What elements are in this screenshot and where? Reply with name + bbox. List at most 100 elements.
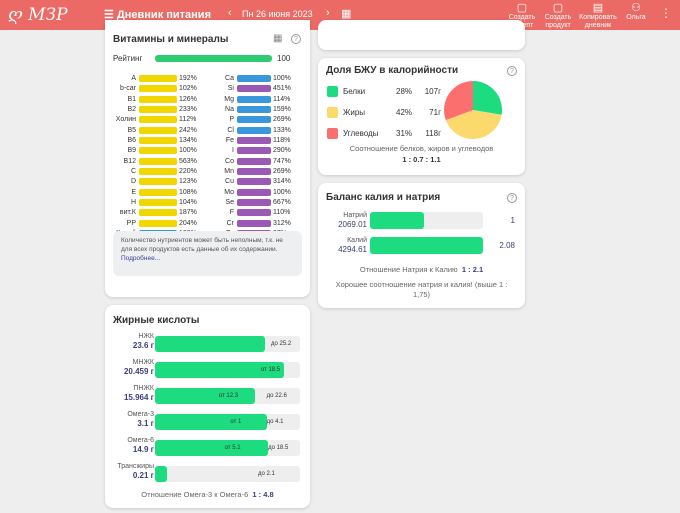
mineral-value: 2069.01	[338, 220, 367, 229]
nutrient-percent: 192%	[179, 75, 197, 82]
more-icon[interactable]: ⋮	[660, 6, 672, 20]
action-label: Копировать дневник	[579, 14, 617, 29]
nutrient-name: вит.К	[119, 209, 136, 217]
nutrient-percent: 100%	[273, 75, 291, 82]
help-icon[interactable]: ?	[507, 66, 517, 76]
legend-percent: 28%	[396, 87, 413, 96]
recipe-icon: ▢	[516, 2, 528, 14]
mineral-track	[370, 212, 483, 229]
menu-button[interactable]: ☰ Дневник питания	[104, 8, 211, 21]
omega-ratio-label: Отношение Омега-3 к Омега-6	[141, 490, 249, 499]
fatty-acids-title: Жирные кислоты	[113, 315, 200, 326]
fatty-acid-fill	[155, 388, 256, 404]
nutrient-bar	[237, 209, 271, 217]
nutrient-bar	[237, 85, 271, 93]
fatty-acid-track: до 25.2	[155, 336, 300, 352]
fatty-acid-name: МНЖК	[132, 359, 154, 366]
omega-ratio-value: 1 : 4.8	[252, 490, 274, 499]
fatty-acid-name: Омега-3	[127, 411, 154, 418]
legend-swatch	[327, 86, 338, 97]
fatty-acid-fill	[155, 440, 269, 456]
calendar-icon[interactable]: ▦	[341, 8, 352, 20]
action-label: Ольга	[626, 14, 646, 21]
norm-marker: до 18.5	[268, 445, 289, 451]
fatty-acid-row: Омега-3 3.1 г от 1 до 4.1	[105, 411, 310, 433]
nutrient-name: Se	[225, 198, 234, 206]
nutrient-name: Cl	[227, 126, 234, 134]
fatty-acid-row: МНЖК 20.459 г от 18.5	[105, 359, 310, 381]
norm-marker: от 1	[230, 419, 242, 425]
mineral-ratio: 2.08	[499, 241, 515, 250]
nutrient-percent: 563%	[179, 157, 197, 165]
hamburger-icon: ☰	[104, 9, 117, 21]
nutrient-name: Cu	[225, 178, 234, 186]
fatty-acid-row: Трансжиры 0.21 г до 2.1	[105, 463, 310, 485]
nutrient-name: F	[229, 209, 234, 217]
nutrient-bar	[139, 95, 177, 103]
info-note: Количество нутриентов может быть неполны…	[113, 231, 302, 276]
help-icon[interactable]: ?	[291, 34, 301, 44]
norm-marker: до 2.1	[257, 471, 275, 477]
fatty-acid-value: 3.1 г	[137, 419, 154, 428]
user-button[interactable]: ⚇ Ольга	[622, 2, 650, 22]
nutrient-bar	[139, 157, 177, 165]
fatty-acid-track: от 5.1 до 18.5	[155, 440, 300, 456]
bju-ratio-label: Соотношение белков, жиров и углеводов	[349, 144, 494, 153]
nutrient-name: C	[130, 167, 136, 175]
legend-grams: 71г	[429, 108, 441, 117]
next-day-button[interactable]: ›	[326, 7, 330, 19]
vitamins-card: Витамины и минералы ▦ ? Рейтинг 100 A 192…	[105, 20, 310, 297]
nutrient-name: B9	[127, 147, 136, 155]
pie-slice	[445, 110, 502, 139]
nutrient-percent: 220%	[179, 167, 197, 175]
rating-bar	[155, 55, 272, 62]
norm-marker: от 5.1	[224, 445, 241, 451]
mineral-value: 4294.61	[338, 245, 367, 254]
fatty-acid-row: Омега-6 14.9 г от 5.1 до 18.5	[105, 437, 310, 459]
rating-value: 100	[277, 54, 291, 63]
nutrient-percent: 118%	[273, 136, 291, 144]
page-title: Дневник питания	[116, 9, 211, 21]
action-label: Создать продукт	[544, 14, 572, 29]
norm-marker: от 18.5	[260, 367, 281, 373]
nutrient-percent: 100%	[179, 147, 197, 155]
fatty-acid-row: НЖК 23.6 г до 25.2	[105, 333, 310, 355]
pie-slice	[444, 81, 473, 121]
product-icon: ▢	[552, 2, 564, 14]
vitamins-title: Витамины и минералы	[113, 34, 229, 45]
nutrient-percent: 312%	[273, 219, 291, 227]
bju-pie-chart	[444, 81, 502, 139]
nutrient-name: A	[131, 75, 136, 82]
bju-card: Доля БЖУ в калорийности ? Белки 28% 107г Жи…	[318, 58, 525, 175]
prev-day-button[interactable]: ‹	[228, 7, 232, 19]
pie-slice	[473, 81, 502, 115]
balance-title: Баланс калия и натрия	[326, 192, 441, 203]
nutrient-percent: 204%	[179, 219, 197, 227]
balance-message: Хорошее соотношение натрия и калия! (выш…	[335, 280, 508, 299]
nutrient-name: Cr	[226, 219, 234, 227]
more-link[interactable]: Подробнее...	[121, 255, 161, 262]
create-product-button[interactable]: ▢ Создать продукт	[541, 2, 575, 30]
clipped-card	[318, 20, 525, 50]
nutrient-percent: 159%	[273, 105, 291, 113]
date-label[interactable]: Пн 26 июня 2023	[242, 9, 313, 19]
nutrient-percent: 133%	[273, 126, 291, 134]
nutrient-bar	[139, 75, 177, 82]
nutrient-bar	[237, 116, 271, 124]
fatty-acid-name: Трансжиры	[117, 463, 154, 470]
calculator-icon[interactable]: ▦	[273, 33, 283, 44]
mineral-name: Калий	[347, 237, 367, 244]
fatty-acid-fill	[155, 466, 167, 482]
fatty-acid-row: ПНЖК 15.964 г от 12.3 до 22.6	[105, 385, 310, 407]
fatty-acid-fill	[155, 336, 266, 352]
nutrient-percent: 112%	[179, 116, 197, 124]
copy-diary-button[interactable]: ▤ Копировать дневник	[578, 2, 618, 30]
nutrient-percent: 269%	[273, 167, 291, 175]
norm-marker: до 25.2	[271, 341, 292, 347]
rating-label: Рейтинг	[113, 54, 143, 63]
mineral-fill	[370, 237, 483, 254]
logo[interactable]: ღ МЗР	[8, 5, 68, 25]
nutrient-bar	[237, 188, 271, 196]
help-icon[interactable]: ?	[507, 193, 517, 203]
nutrient-name: Холин	[115, 116, 136, 124]
